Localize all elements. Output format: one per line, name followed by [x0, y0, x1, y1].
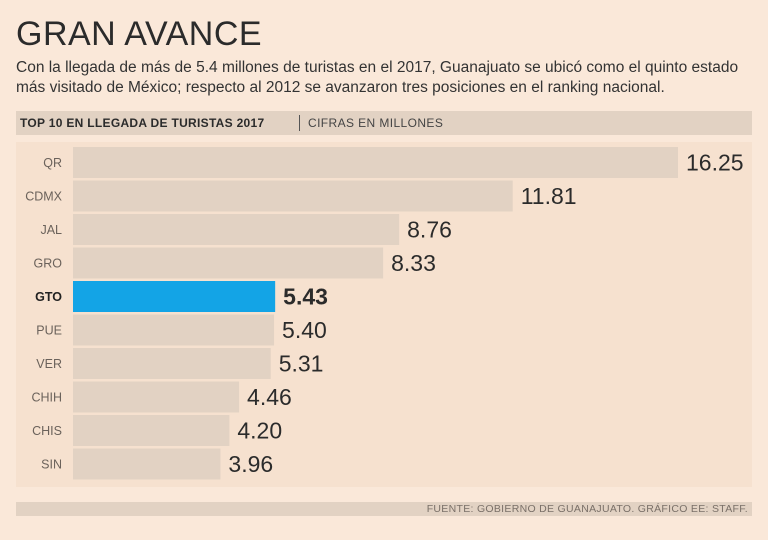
value-label-sin: 3.96 [228, 451, 273, 477]
bar-pue [73, 314, 275, 346]
value-label-chis: 4.20 [237, 418, 282, 444]
chart-title: GRAN AVANCE [16, 15, 263, 53]
bar-sin [73, 448, 221, 480]
bar-qr [73, 147, 678, 178]
value-label-cdmx: 11.81 [521, 183, 577, 209]
source-note: FUENTE: GOBIERNO DE GUANAJUATO. GRÁFICO … [426, 503, 748, 515]
value-label-pue: 5.40 [282, 317, 327, 343]
bar-cdmx [73, 180, 513, 212]
chart-header-main: TOP 10 EN LLEGADA DE TURISTAS 2017 [20, 116, 265, 130]
chart-subtitle: Con la llegada de más de 5.4 millones de… [16, 59, 739, 96]
value-label-gro: 8.33 [391, 250, 436, 276]
category-label-ver: VER [36, 357, 62, 371]
bar-ver [73, 348, 271, 379]
source-band: FUENTE: GOBIERNO DE GUANAJUATO. GRÁFICO … [16, 502, 752, 516]
bar-gto [73, 281, 276, 312]
chart-plot-area: QR 16.25 CDMX 11.81 JAL 8.76 GRO 8.33 GTO 5.43 PUE… [16, 142, 752, 487]
value-label-gto: 5.43 [283, 284, 328, 310]
category-label-chis: CHIS [32, 424, 62, 438]
bar-jal [73, 214, 400, 245]
category-label-qr: QR [43, 156, 62, 170]
chart-header-band: TOP 10 EN LLEGADA DE TURISTAS 2017 CIFRA… [16, 111, 752, 135]
chart-header-units: CIFRAS EN MILLONES [308, 116, 444, 130]
value-label-ver: 5.31 [279, 351, 324, 377]
category-label-cdmx: CDMX [25, 190, 62, 204]
value-label-qr: 16.25 [686, 150, 744, 176]
header-divider [299, 115, 300, 131]
bar-gro [73, 247, 384, 279]
bar-chih [73, 381, 240, 413]
category-label-sin: SIN [41, 458, 62, 472]
category-label-gto: GTO [35, 290, 62, 304]
category-label-gro: GRO [34, 257, 63, 271]
category-label-pue: PUE [36, 324, 62, 338]
bar-chis [73, 415, 230, 446]
category-label-chih: CHIH [31, 391, 62, 405]
value-label-chih: 4.46 [247, 384, 292, 410]
category-label-jal: JAL [40, 223, 62, 237]
value-label-jal: 8.76 [407, 217, 452, 243]
bar-chart: QR 16.25 CDMX 11.81 JAL 8.76 GRO 8.33 GTO 5.43 PUE… [25, 147, 744, 480]
